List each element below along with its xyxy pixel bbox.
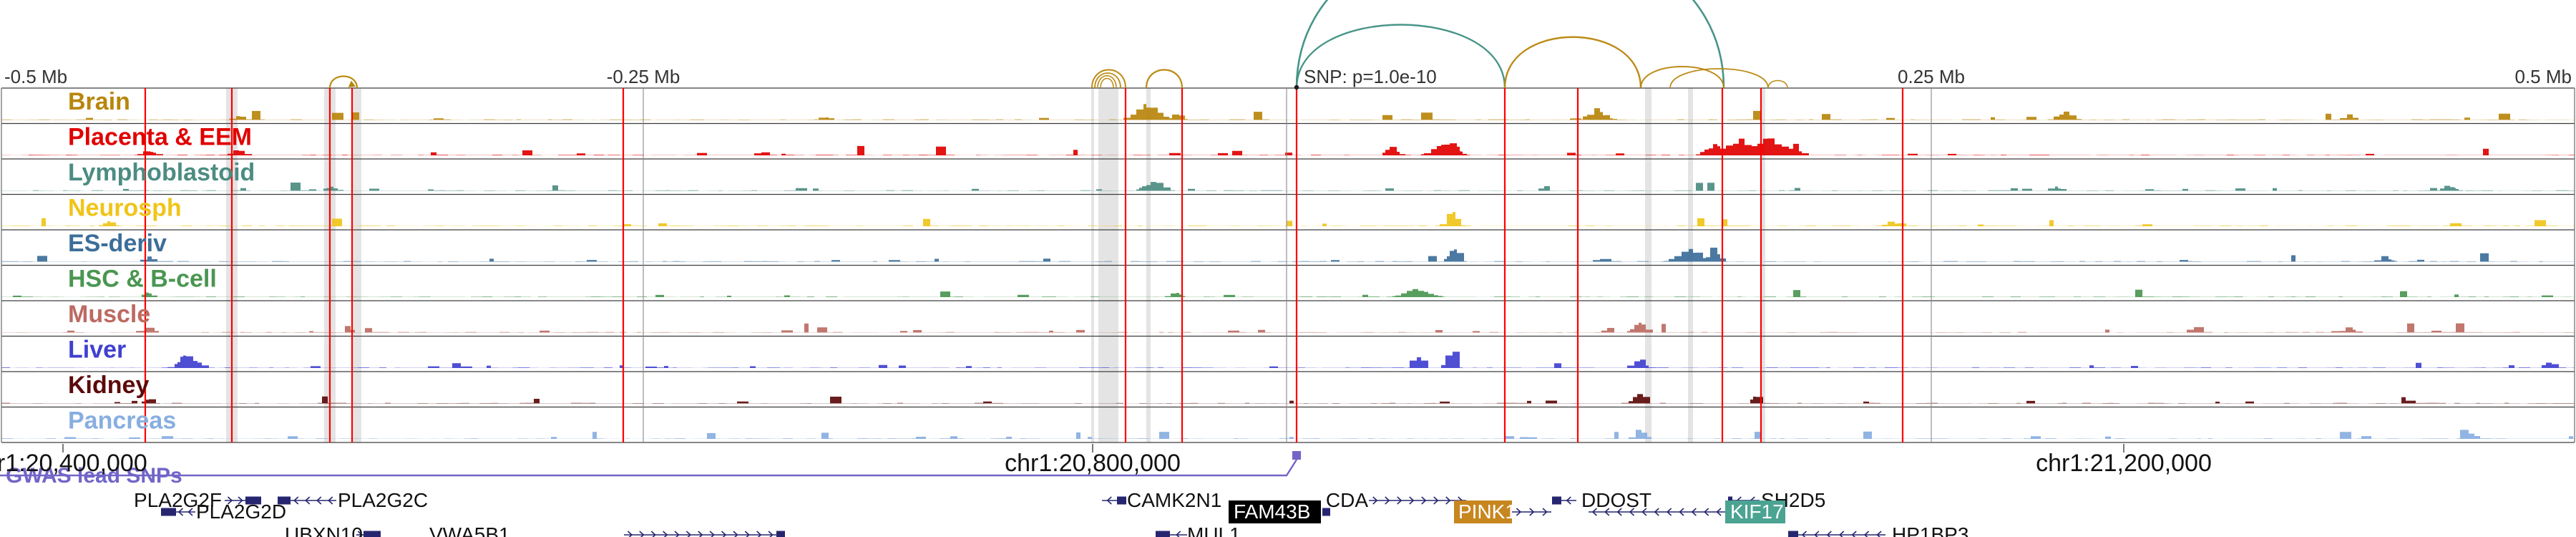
svg-text:0.25 Mb: 0.25 Mb [1898, 66, 1965, 87]
svg-text:-0.25 Mb: -0.25 Mb [607, 66, 680, 87]
svg-text:SNP: p=1.0e-10: SNP: p=1.0e-10 [1304, 66, 1437, 87]
svg-text:Muscle: Muscle [68, 301, 150, 328]
svg-text:Lymphoblastoid: Lymphoblastoid [68, 159, 255, 186]
svg-text:HSC & B-cell: HSC & B-cell [68, 266, 217, 293]
svg-text:VWA5B1: VWA5B1 [429, 523, 510, 537]
svg-text:Placenta & EEM: Placenta & EEM [68, 124, 252, 151]
svg-text:chr1:20,400,000: chr1:20,400,000 [0, 450, 147, 477]
svg-text:chr1:20,800,000: chr1:20,800,000 [1005, 450, 1181, 477]
svg-text:CDA: CDA [1326, 489, 1368, 511]
svg-text:PLA2G2D: PLA2G2D [196, 500, 286, 523]
svg-text:FAM43B: FAM43B [1234, 500, 1310, 523]
svg-text:chr1:21,200,000: chr1:21,200,000 [2036, 450, 2212, 477]
svg-text:ES-deriv: ES-deriv [68, 230, 167, 257]
svg-text:KIF17: KIF17 [1730, 500, 1784, 523]
svg-text:Kidney: Kidney [68, 372, 149, 399]
svg-text:MUL1: MUL1 [1187, 523, 1241, 537]
svg-text:Liver: Liver [68, 337, 126, 364]
svg-text:-0.5 Mb: -0.5 Mb [4, 66, 67, 87]
svg-text:0.5 Mb: 0.5 Mb [2515, 66, 2572, 87]
svg-text:Neurosph: Neurosph [68, 195, 182, 222]
svg-text:CAMK2N1: CAMK2N1 [1127, 489, 1221, 511]
svg-text:PINK1: PINK1 [1458, 500, 1516, 523]
svg-text:DDOST: DDOST [1581, 489, 1652, 511]
svg-text:Brain: Brain [68, 88, 130, 115]
svg-text:HP1BP3: HP1BP3 [1892, 523, 1968, 537]
svg-text:PLA2G2C: PLA2G2C [338, 489, 428, 511]
svg-text:UBXN10: UBXN10 [285, 523, 363, 537]
svg-text:Pancreas: Pancreas [68, 407, 176, 435]
